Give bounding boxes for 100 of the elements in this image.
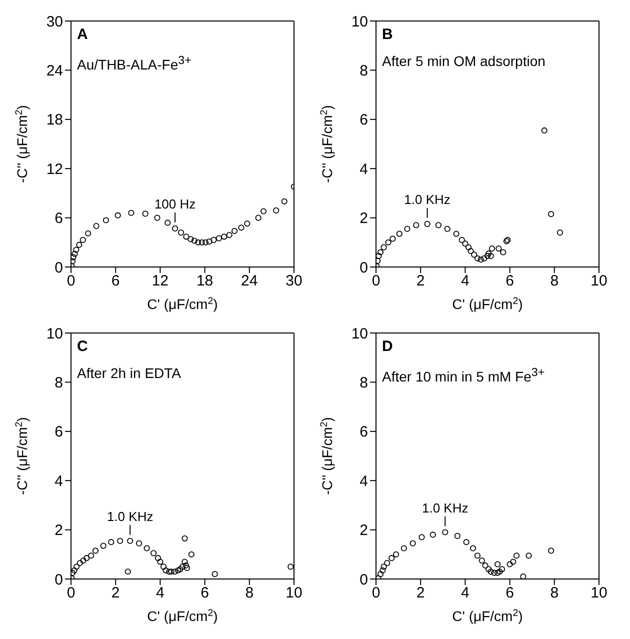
point — [390, 236, 396, 242]
point — [430, 532, 436, 538]
x-tick-label: 4 — [461, 584, 470, 602]
annotation: Au/THB-ALA-Fe$^{3+}$ — [77, 53, 192, 74]
x-axis-title: C' (μF/cm$^{2}$) — [452, 608, 523, 624]
point — [154, 214, 160, 221]
point — [453, 230, 460, 237]
point — [88, 552, 94, 559]
point — [506, 561, 513, 568]
point — [481, 255, 488, 262]
point — [71, 254, 76, 260]
annotation: B — [382, 26, 393, 44]
point — [478, 558, 485, 564]
point — [413, 222, 420, 228]
point — [238, 224, 244, 231]
x-tick-label: 2 — [111, 584, 120, 602]
point — [396, 230, 402, 237]
x-tick-label: 0 — [372, 272, 380, 290]
point — [281, 198, 288, 204]
point — [142, 210, 148, 217]
y-tick-label: 0 — [360, 571, 368, 588]
point — [541, 127, 548, 134]
point — [71, 567, 78, 574]
x-tick-label: 10 — [286, 584, 302, 602]
point — [210, 236, 217, 243]
point — [179, 564, 186, 570]
x-tick-label: 18 — [196, 272, 214, 290]
x-tick-label: 4 — [156, 584, 164, 602]
point — [168, 568, 174, 575]
point — [71, 258, 76, 264]
annotation: 100 Hz — [154, 196, 196, 212]
point — [216, 235, 222, 242]
point — [496, 246, 502, 252]
x-tick-label: 6 — [200, 584, 209, 602]
point — [182, 558, 188, 565]
annotation: After 2h in EDTA — [77, 364, 182, 382]
x-tick-label: 30 — [286, 272, 302, 290]
point — [488, 252, 494, 259]
point — [494, 570, 501, 576]
point — [100, 542, 106, 549]
y-tick-label: 6 — [360, 112, 368, 129]
point — [520, 573, 526, 579]
point — [377, 249, 384, 256]
point — [510, 558, 516, 565]
point — [188, 551, 194, 558]
y-tick-label: 6 — [54, 424, 63, 441]
point — [226, 232, 232, 238]
point — [484, 252, 491, 259]
point — [117, 538, 124, 544]
point — [486, 250, 492, 257]
y-tick-label: 0 — [54, 259, 63, 276]
point — [376, 252, 382, 259]
point — [494, 561, 501, 568]
point — [424, 220, 430, 227]
x-tick-label: 6 — [506, 272, 514, 290]
point — [136, 540, 142, 546]
point — [435, 222, 442, 228]
point — [244, 220, 250, 227]
point — [465, 244, 472, 250]
point — [162, 567, 169, 574]
x-tick-label: 2 — [416, 272, 425, 290]
point — [160, 564, 167, 570]
point — [474, 552, 481, 559]
x-axis-title: C' (μF/cm$^{2}$) — [147, 608, 218, 624]
point — [400, 545, 407, 552]
point — [376, 258, 381, 264]
point — [410, 540, 416, 546]
point — [526, 552, 532, 559]
annotation: 1.0 KHz — [404, 192, 450, 207]
point — [498, 566, 506, 572]
point — [73, 246, 80, 253]
x-tick-label: 0 — [66, 272, 76, 290]
point — [486, 566, 492, 572]
point — [393, 551, 400, 558]
x-axis-title: C' (μF/cm$^{2}$) — [452, 296, 523, 312]
point — [255, 214, 262, 221]
point — [202, 239, 209, 246]
point — [462, 240, 468, 247]
point — [496, 568, 503, 575]
x-tick-label: 12 — [152, 272, 169, 290]
point — [380, 244, 387, 250]
point — [385, 239, 392, 246]
point — [76, 560, 83, 566]
annotation: C — [77, 338, 88, 356]
point — [85, 230, 92, 236]
annotation: 1.0 KHz — [422, 500, 468, 516]
point — [500, 249, 506, 256]
point — [198, 239, 205, 246]
y-tick-label: 8 — [360, 374, 368, 392]
point — [404, 226, 410, 232]
point — [172, 225, 178, 232]
x-tick-label: 0 — [66, 584, 76, 602]
point — [482, 562, 488, 569]
x-tick-label: 8 — [550, 584, 559, 602]
point — [80, 236, 86, 243]
point — [157, 558, 164, 565]
point — [178, 230, 184, 236]
point — [478, 256, 484, 263]
y-tick-label: 8 — [360, 62, 368, 80]
point — [380, 564, 387, 570]
